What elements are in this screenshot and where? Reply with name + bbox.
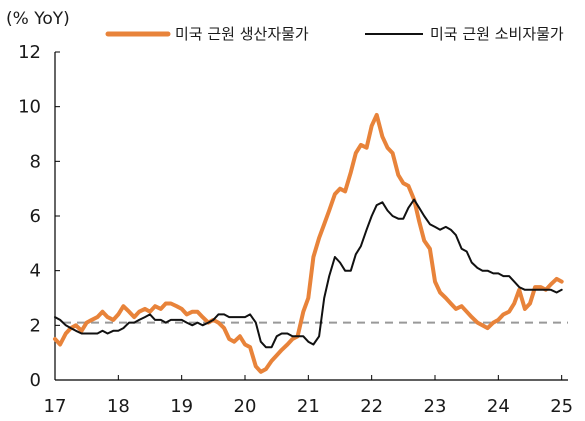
x-tick-label: 18 [107,396,130,417]
legend-label-cpi: 미국 근원 소비자물가 [430,25,564,43]
y-tick-label: 6 [30,206,41,227]
y-tick-label: 2 [30,315,41,336]
y-tick-label: 0 [30,370,41,391]
y-tick-label: 10 [18,97,41,118]
x-tick-label: 25 [550,396,573,417]
y-tick-label: 12 [18,42,41,63]
y-tick-label: 8 [30,151,41,172]
legend-label-ppi: 미국 근원 생산자물가 [175,25,309,43]
x-tick-label: 17 [44,396,67,417]
x-tick-label: 20 [234,396,257,417]
x-tick-label: 24 [487,396,510,417]
x-tick-label: 23 [424,396,447,417]
legend: 미국 근원 생산자물가 미국 근원 소비자물가 [105,25,564,43]
x-tick-label: 19 [170,396,193,417]
series-line-core-cpi [54,198,563,349]
x-tick-label: 21 [297,396,320,417]
y-axis-unit-label: (% YoY) [6,9,70,29]
y-tick-label: 4 [30,261,41,282]
x-tick-label: 22 [360,396,383,417]
series-layer [53,112,564,374]
series-line-core-ppi [53,112,564,374]
